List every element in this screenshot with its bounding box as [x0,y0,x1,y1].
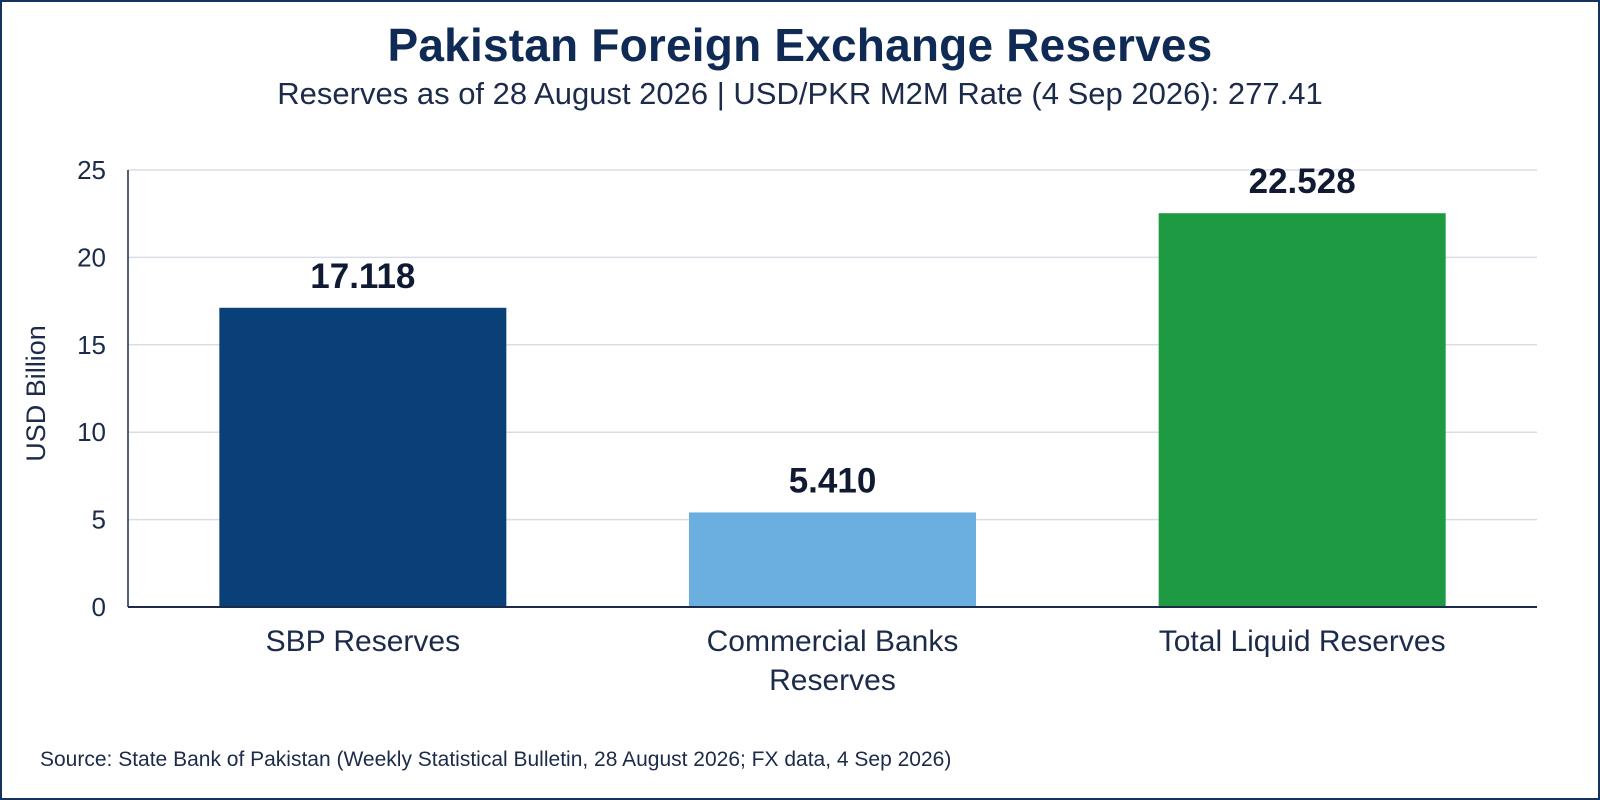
bar [1158,213,1446,607]
y-axis-title: USD Billion [21,325,51,462]
bar-value-label: 22.528 [1249,162,1356,201]
chart-title: Pakistan Foreign Exchange Reserves [387,19,1213,71]
x-category-label: Reserves [769,664,896,697]
y-tick-label: 15 [77,330,106,360]
x-category-label: SBP Reserves [266,625,461,658]
bar [689,512,976,607]
y-tick-label: 10 [77,417,106,447]
bar-value-label: 5.410 [789,461,877,500]
x-category-label: Commercial Banks [707,625,959,658]
y-tick-label: 5 [92,505,106,535]
y-tick-label: 20 [77,242,106,272]
y-tick-label: 25 [77,155,106,185]
source-note: Source: State Bank of Pakistan (Weekly S… [40,748,952,771]
x-category-label: Total Liquid Reserves [1159,625,1446,658]
chart-subtitle: Reserves as of 28 August 2026 | USD/PKR … [277,76,1323,111]
bar-value-label: 17.118 [310,257,415,296]
y-tick-label: 0 [92,592,106,622]
bar [219,307,507,607]
